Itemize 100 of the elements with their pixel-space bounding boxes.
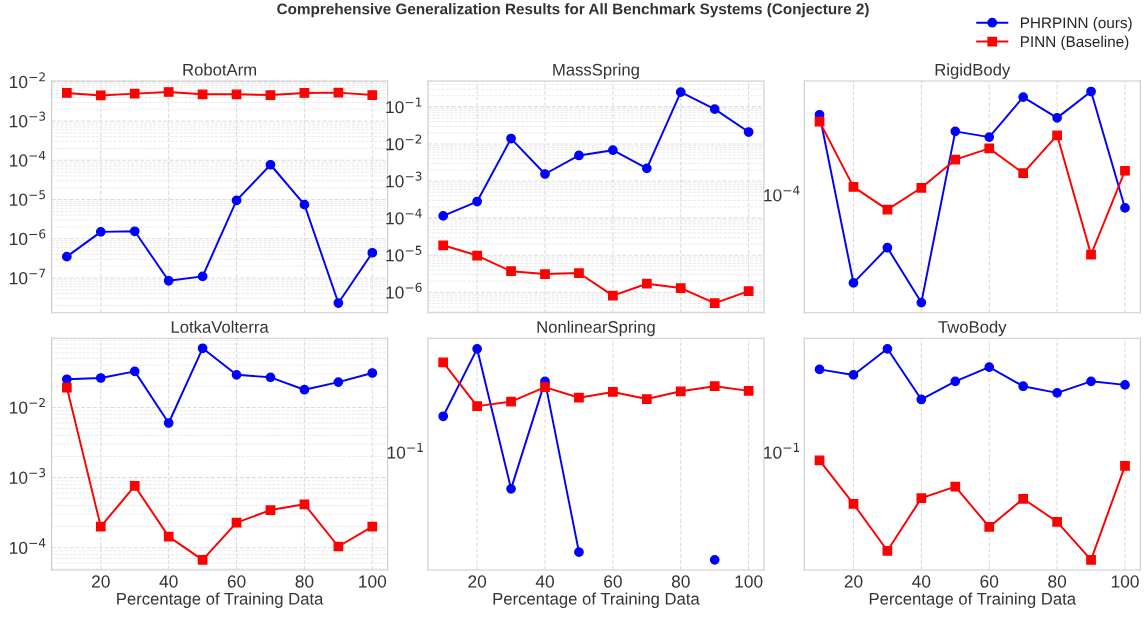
- point: [1018, 493, 1029, 504]
- point: [641, 278, 652, 289]
- x-axis-title: Percentage of Training Data: [117, 592, 324, 609]
- legend-label: PINN (Baseline): [1020, 35, 1129, 51]
- y-tick-label: 10$^{−5}$: [386, 245, 422, 262]
- point: [265, 372, 276, 383]
- chart-title: NonlinearSpring: [537, 320, 655, 337]
- point: [709, 381, 720, 392]
- point: [367, 247, 378, 258]
- x-tick-label: 60: [980, 575, 999, 588]
- x-axis-title: Percentage of Training Data: [869, 592, 1077, 609]
- point: [197, 89, 208, 100]
- x-axis-title: Percentage of Training Data: [493, 592, 700, 609]
- y-tick-label: 10$^{−2}$: [10, 397, 45, 414]
- y-tick-label: 10$^{−4}$: [10, 150, 46, 167]
- point: [1086, 376, 1096, 387]
- point: [641, 394, 652, 404]
- point: [231, 89, 242, 100]
- point: [333, 298, 344, 308]
- point: [61, 251, 72, 262]
- point: [367, 90, 378, 100]
- point: [675, 87, 686, 98]
- point: [950, 481, 961, 492]
- point: [367, 368, 378, 378]
- point: [472, 196, 482, 207]
- point: [848, 499, 859, 509]
- y-tick-label: 10$^{−3}$: [10, 468, 46, 484]
- point: [984, 132, 995, 142]
- point: [574, 150, 584, 161]
- point: [367, 521, 378, 532]
- point: [163, 87, 174, 97]
- y-tick-label: 10$^{−4}$: [386, 208, 422, 225]
- point: [984, 522, 995, 532]
- point: [950, 376, 961, 387]
- point: [1120, 203, 1130, 213]
- point: [574, 547, 584, 557]
- point: [438, 211, 449, 221]
- point: [231, 195, 242, 206]
- point: [197, 343, 208, 354]
- point: [265, 505, 276, 515]
- text: 10$^{−4}$: [764, 185, 800, 202]
- text: Comprehensive Generalization Results for All Benchmark Systems (Conjecture 2): [277, 3, 869, 18]
- point: [163, 418, 174, 428]
- x-tick-label: 80: [671, 575, 690, 588]
- x-tick-label: 80: [1048, 575, 1067, 588]
- point: [231, 369, 242, 380]
- point: [129, 366, 140, 377]
- point: [882, 343, 893, 354]
- point: [1052, 113, 1062, 123]
- point: [848, 278, 859, 288]
- point: [848, 370, 859, 380]
- point: [299, 499, 310, 510]
- chart-title: TwoBody: [938, 320, 1007, 337]
- point: [129, 226, 140, 237]
- point: [333, 377, 344, 387]
- point: [95, 226, 106, 237]
- point: [1120, 380, 1130, 390]
- x-tick-label: 60: [227, 575, 246, 588]
- point: [1052, 387, 1062, 398]
- point: [1018, 168, 1029, 179]
- point: [743, 286, 754, 297]
- point: [438, 357, 449, 368]
- y-tick-label: 10$^{−7}$: [10, 268, 46, 285]
- x-tick-label: 40: [159, 575, 178, 588]
- point: [299, 384, 310, 395]
- point: [814, 455, 825, 466]
- point: [265, 90, 276, 100]
- point: [608, 387, 618, 397]
- point: [814, 364, 825, 375]
- point: [916, 297, 927, 308]
- point: [916, 394, 927, 405]
- point: [882, 545, 893, 556]
- point: [1086, 86, 1096, 97]
- point: [641, 163, 652, 174]
- chart-title: LotkaVolterra: [171, 320, 269, 333]
- point: [61, 382, 72, 393]
- point: [472, 401, 482, 411]
- point: [95, 90, 106, 101]
- point: [129, 88, 140, 99]
- y-tick-label: 10$^{−6}$: [386, 282, 422, 299]
- y-tick-label: 10$^{−4}$: [10, 538, 46, 555]
- y-tick-label: 10$^{−2}$: [386, 134, 422, 151]
- point: [1086, 555, 1096, 565]
- x-tick-label: 100: [735, 575, 763, 588]
- point: [1052, 516, 1062, 527]
- point: [129, 481, 140, 491]
- point: [197, 271, 208, 282]
- point: [608, 290, 618, 301]
- point: [743, 385, 754, 396]
- point: [540, 269, 550, 279]
- point: [265, 159, 276, 170]
- point: [916, 493, 927, 504]
- point: [506, 133, 516, 144]
- point: [163, 531, 174, 542]
- point: [472, 343, 482, 354]
- x-tick-label: 40: [912, 575, 931, 588]
- point: [709, 104, 720, 115]
- point: [438, 411, 449, 422]
- point: [709, 298, 720, 308]
- point: [438, 240, 449, 251]
